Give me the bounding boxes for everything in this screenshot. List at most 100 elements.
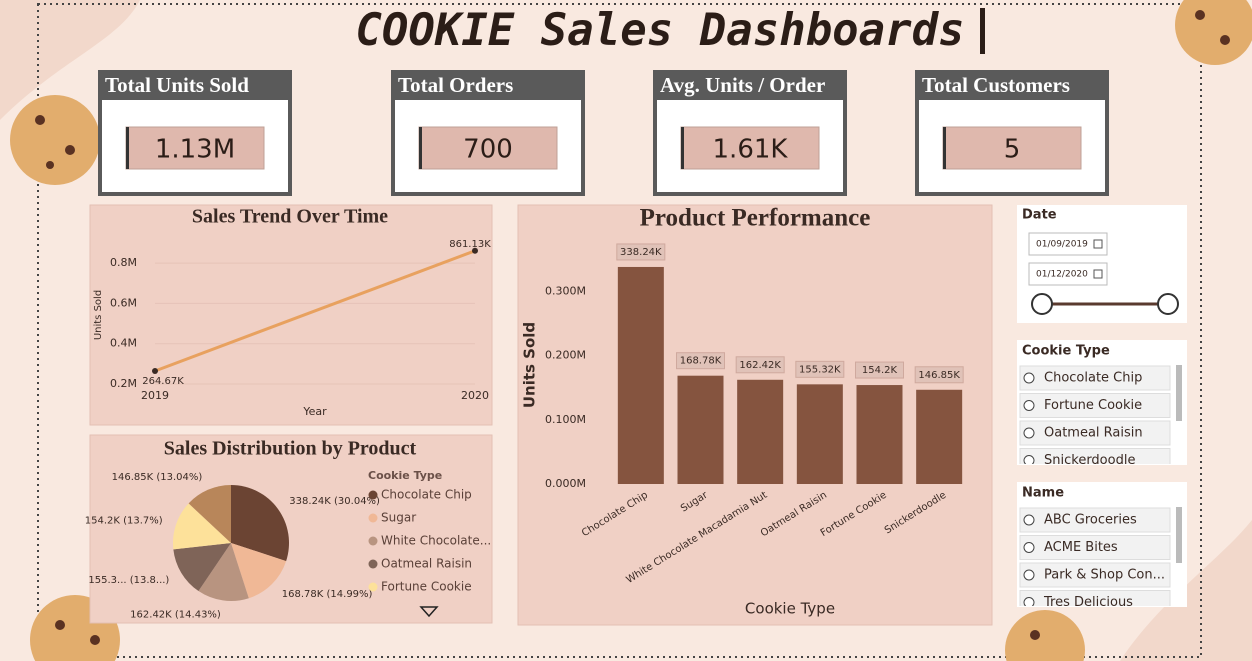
data-label-box <box>795 360 845 378</box>
slicer-item[interactable] <box>1019 393 1171 418</box>
slicer-list: ABC Groceries ACME Bites Park & Shop Con..… <box>1019 507 1171 615</box>
radio <box>1023 427 1035 439</box>
slicer-item[interactable] <box>1019 448 1171 473</box>
chart-title: Sales Trend Over Time <box>192 206 388 228</box>
kpi-box <box>942 126 1082 170</box>
kpi-value: 700 <box>463 135 513 165</box>
kpi-label: Avg. Units / Order <box>660 73 825 97</box>
x-tick-label: 2020 <box>461 389 489 402</box>
data-label-box <box>735 356 785 374</box>
kpi-header <box>655 72 845 100</box>
bar <box>796 384 843 484</box>
range-handle[interactable] <box>1031 293 1053 315</box>
radio <box>1023 514 1035 526</box>
kpi-label: Total Customers <box>922 73 1070 97</box>
slicer-item[interactable] <box>1019 535 1171 560</box>
chart-title: Product Performance <box>640 205 871 232</box>
legend-label: Sugar <box>381 511 416 525</box>
data-label: 264.67K <box>142 376 184 387</box>
y-tick-label: 0.100M <box>545 413 586 426</box>
radio <box>1023 372 1035 384</box>
pie-slice <box>198 543 249 601</box>
y-tick-label: 0.8M <box>110 256 137 269</box>
data-label: 861.13K <box>449 239 491 250</box>
radio <box>1023 569 1035 581</box>
pie-slice <box>231 543 287 599</box>
kpi-accent <box>943 127 946 169</box>
data-label: 146.85K (13.04%) <box>112 472 203 483</box>
y-axis-label: Units Sold <box>521 322 539 408</box>
slicer-item-label: Chocolate Chip <box>1044 371 1142 386</box>
panel <box>89 434 493 624</box>
radio <box>1023 455 1035 464</box>
decor <box>0 0 140 120</box>
kpi-header <box>917 72 1107 100</box>
chart-title: Sales Distribution by Product <box>164 438 417 460</box>
legend-scroll[interactable] <box>419 606 439 618</box>
bar <box>916 389 963 484</box>
slicer-item[interactable] <box>1019 507 1171 533</box>
kpi-box <box>680 126 820 170</box>
calendar-icon <box>1093 269 1103 279</box>
panel <box>89 204 493 426</box>
slicer-item-label: Snickerdoodle <box>1044 453 1135 468</box>
slicer-title: Cookie Type <box>1022 344 1110 359</box>
dashboard-title: COOKIE Sales Dashboards <box>355 5 964 56</box>
radio <box>1023 542 1035 553</box>
legend-label: Chocolate Chip <box>381 488 472 502</box>
pie-slice <box>173 503 231 550</box>
slicer-item[interactable] <box>1019 562 1171 588</box>
y-tick-label: 0.4M <box>110 337 137 350</box>
data-label: 146.85K <box>918 370 960 381</box>
legend-marker <box>368 536 378 546</box>
slicer-item-label: ABC Groceries <box>1044 513 1137 528</box>
slicer-item[interactable] <box>1019 590 1171 615</box>
kpi-accent <box>681 127 684 169</box>
pie-slice <box>231 485 289 562</box>
data-label-box <box>855 361 904 379</box>
data-label-box <box>616 243 666 261</box>
date-input[interactable] <box>1028 262 1108 286</box>
data-label-box <box>676 352 725 370</box>
y-tick-label: 0.300M <box>545 285 586 298</box>
radio <box>1023 597 1035 606</box>
radio <box>1023 400 1035 411</box>
x-axis-label: Year <box>302 405 327 418</box>
kpi-label: Total Units Sold <box>105 73 249 97</box>
kpi-box <box>418 126 558 170</box>
slicer-item-label: Fortune Cookie <box>1044 398 1142 413</box>
data-label: 168.78K <box>680 356 722 367</box>
legend-marker <box>368 559 378 569</box>
kpi-accent <box>419 127 422 169</box>
scrollbar <box>1176 365 1182 421</box>
data-label: 338.24K (30.04%) <box>289 496 380 507</box>
data-label: 155.32K <box>799 364 841 375</box>
pie-slice <box>173 543 231 592</box>
date-input[interactable] <box>1028 232 1108 256</box>
kpi-value: 1.13M <box>155 135 235 165</box>
legend-marker <box>368 490 378 500</box>
range-handle[interactable] <box>1157 293 1179 315</box>
slicer-title: Name <box>1022 486 1064 501</box>
slicer-item-label: Park & Shop Con... <box>1044 568 1165 583</box>
slicer-item-label: ACME Bites <box>1044 540 1118 555</box>
y-axis-label: Units Sold <box>93 290 104 340</box>
x-axis-label: Cookie Type <box>745 600 835 618</box>
scrollbar <box>1176 507 1182 563</box>
calendar-icon <box>1093 239 1103 249</box>
data-label: 154.2K (13.7%) <box>85 515 163 526</box>
kpi-accent <box>126 127 129 169</box>
kpi-header <box>100 72 290 100</box>
kpi-box <box>125 126 265 170</box>
line <box>154 249 476 373</box>
bar <box>737 379 784 484</box>
legend-marker <box>368 582 378 592</box>
slicer-item[interactable] <box>1019 365 1171 391</box>
y-tick-label: 0.6M <box>110 296 137 309</box>
date-value: 01/09/2019 <box>1036 240 1088 250</box>
kpi-header <box>393 72 583 100</box>
point <box>152 367 158 374</box>
slicer-item[interactable] <box>1019 420 1171 446</box>
